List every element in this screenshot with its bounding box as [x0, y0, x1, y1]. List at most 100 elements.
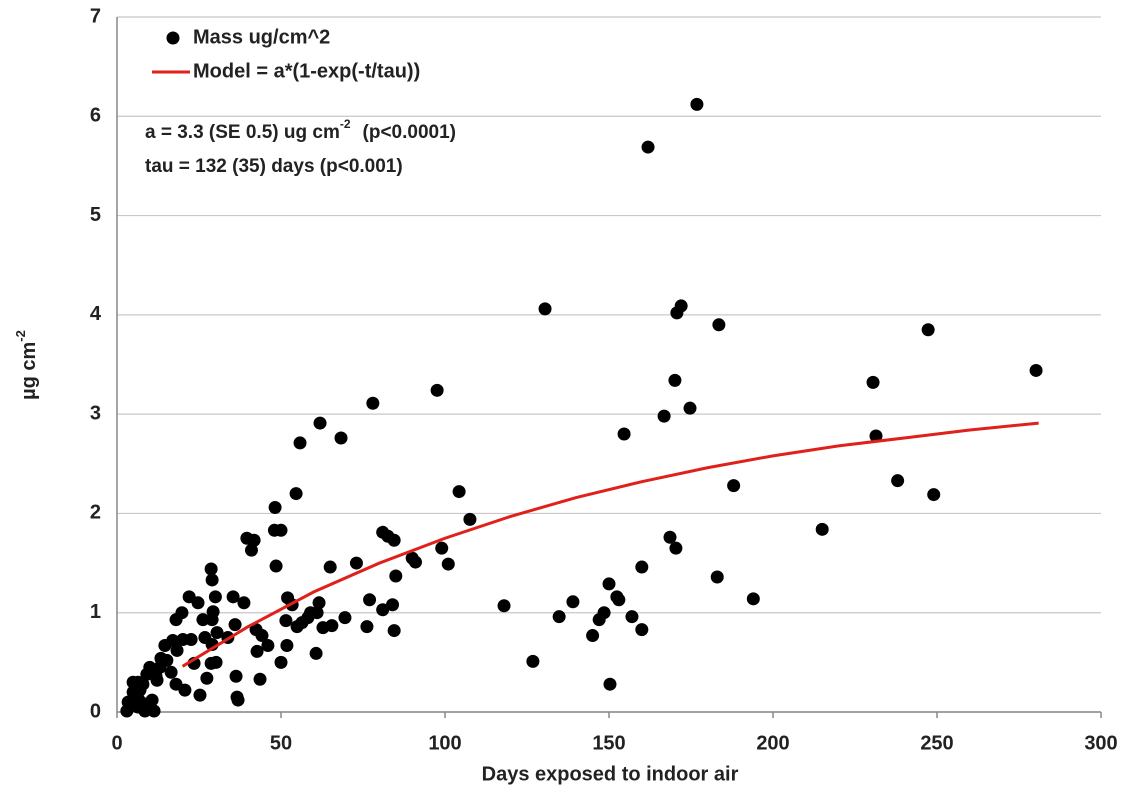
point	[387, 624, 401, 638]
point	[269, 559, 283, 573]
x-tick-label: 300	[1084, 732, 1117, 754]
point	[191, 596, 205, 610]
point	[313, 416, 327, 430]
point	[641, 140, 655, 154]
point	[612, 593, 626, 607]
point	[231, 693, 245, 707]
point	[312, 596, 326, 610]
point	[289, 487, 303, 501]
point	[309, 646, 323, 660]
point	[316, 621, 330, 635]
point	[452, 485, 466, 499]
point	[497, 599, 511, 613]
point	[366, 396, 380, 410]
x-tick-label: 100	[428, 732, 461, 754]
annotation-tail: (p<0.0001)	[363, 122, 456, 143]
x-axis-label: Days exposed to indoor air	[482, 763, 739, 785]
point	[441, 557, 455, 571]
y-tick-label: 4	[90, 303, 102, 325]
point	[712, 318, 726, 332]
point	[430, 383, 444, 397]
point	[209, 655, 223, 669]
point	[247, 533, 261, 547]
y-tick-label: 2	[90, 502, 101, 524]
point	[226, 590, 240, 604]
point	[869, 429, 883, 443]
point	[244, 543, 258, 557]
point	[205, 573, 219, 587]
point	[198, 631, 212, 645]
y-tick-label: 3	[90, 402, 101, 424]
point	[668, 373, 682, 387]
y-tick-label: 0	[90, 700, 101, 722]
point	[228, 618, 242, 632]
point	[387, 533, 401, 547]
point	[710, 570, 724, 584]
point	[131, 700, 145, 714]
point	[389, 569, 403, 583]
point	[586, 629, 600, 643]
y-axis-label-text: µg cm	[18, 342, 40, 400]
point	[249, 623, 263, 637]
point	[463, 512, 477, 526]
point	[169, 613, 183, 627]
x-tick-label: 50	[270, 732, 292, 754]
point	[927, 488, 941, 502]
point	[178, 683, 192, 697]
point	[603, 677, 617, 691]
point	[279, 614, 293, 628]
point	[280, 638, 294, 652]
point	[334, 431, 348, 445]
point	[261, 638, 275, 652]
point	[921, 323, 935, 337]
point	[635, 623, 649, 637]
point	[592, 613, 606, 627]
point	[891, 474, 905, 488]
x-tick-label: 250	[920, 732, 953, 754]
point	[376, 603, 390, 617]
x-tick-label: 0	[111, 732, 122, 754]
point	[349, 556, 363, 570]
y-tick-label: 6	[90, 105, 101, 127]
point	[268, 500, 282, 514]
point	[176, 633, 190, 647]
point	[617, 427, 631, 441]
point	[149, 669, 163, 683]
legend-label: Model = a*(1-exp(-t/tau))	[193, 60, 420, 82]
y-tick-label: 5	[90, 204, 101, 226]
y-tick-label: 1	[90, 601, 101, 623]
y-tick-label: 7	[90, 5, 101, 27]
point	[1029, 363, 1043, 377]
point	[526, 654, 540, 668]
point	[657, 409, 671, 423]
point	[170, 643, 184, 657]
point	[229, 669, 243, 683]
point	[274, 523, 288, 537]
point	[208, 590, 222, 604]
annotation: tau = 132 (35) days (p<0.001)	[145, 156, 403, 177]
y-axis-label: µg cm-2	[13, 330, 40, 400]
model-line	[181, 421, 1039, 668]
point	[669, 541, 683, 555]
point	[323, 560, 337, 574]
point	[210, 626, 224, 640]
point	[237, 596, 251, 610]
point	[145, 693, 159, 707]
point	[200, 671, 214, 685]
point	[290, 620, 304, 634]
point	[133, 683, 147, 697]
point	[253, 672, 267, 686]
point	[164, 665, 178, 679]
point	[274, 655, 288, 669]
annotation-sup: -2	[340, 117, 351, 131]
annotation: a = 3.3 (SE 0.5) ug cm-2 (p<0.0001)	[145, 117, 456, 143]
point	[566, 595, 580, 609]
y-axis-label-sup: -2	[13, 330, 28, 342]
point	[293, 436, 307, 450]
x-tick-label: 150	[592, 732, 625, 754]
point	[206, 605, 220, 619]
scatter-series	[120, 97, 1043, 718]
point	[625, 610, 639, 624]
point	[204, 562, 218, 576]
